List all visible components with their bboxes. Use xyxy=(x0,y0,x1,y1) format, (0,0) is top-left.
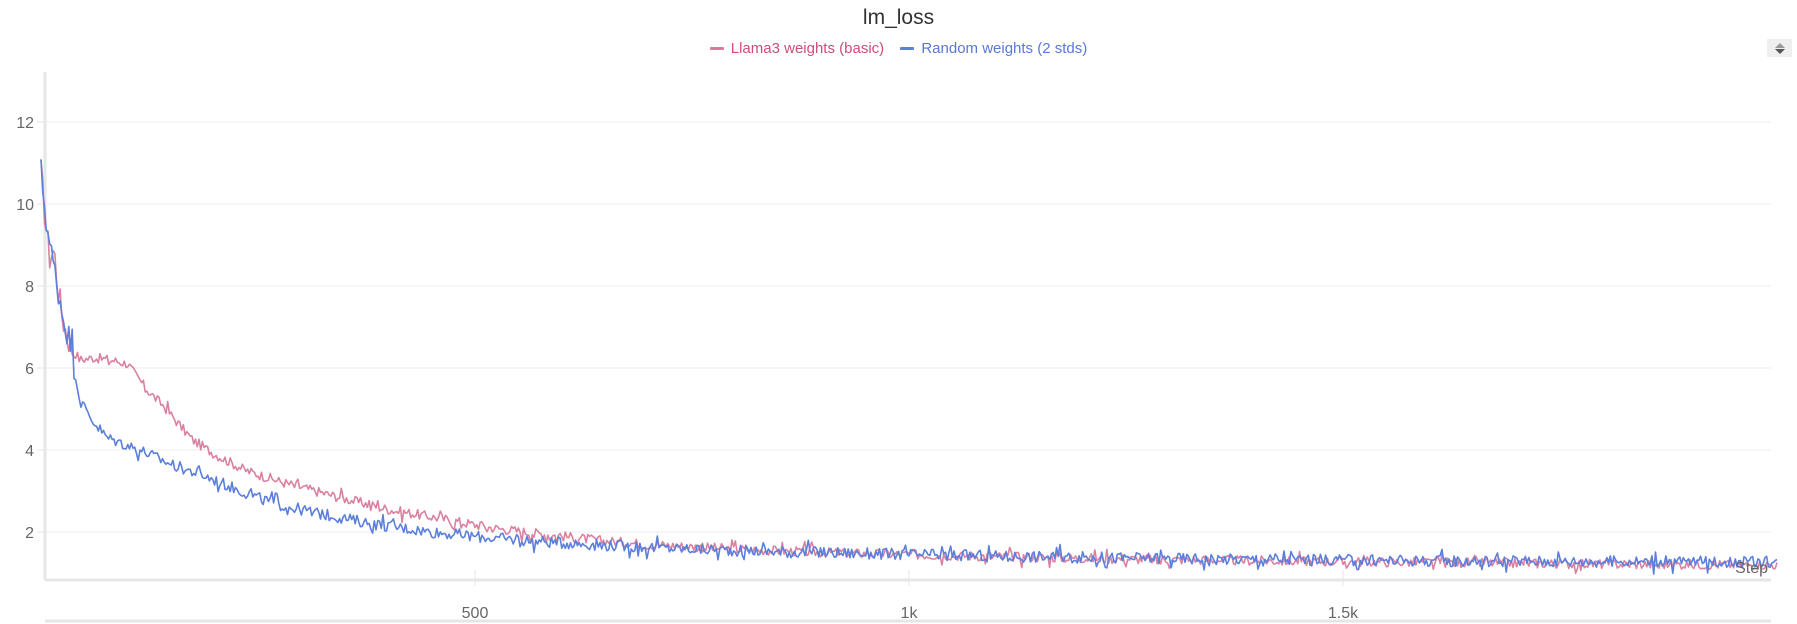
x-tick-label: 1.5k xyxy=(1328,605,1359,622)
y-tick-label: 2 xyxy=(25,525,34,542)
y-tick-label: 12 xyxy=(16,115,34,132)
y-tick-label: 8 xyxy=(25,279,34,296)
x-tick-label: 1k xyxy=(901,605,919,622)
series-line-random xyxy=(41,159,1777,574)
y-tick-label: 6 xyxy=(25,361,34,378)
y-tick-label: 4 xyxy=(25,443,34,460)
x-axis-label: Step xyxy=(1735,560,1768,577)
series-line-llama3 xyxy=(41,160,1777,573)
x-tick-label: 500 xyxy=(462,605,489,622)
y-tick-label: 10 xyxy=(16,197,34,214)
